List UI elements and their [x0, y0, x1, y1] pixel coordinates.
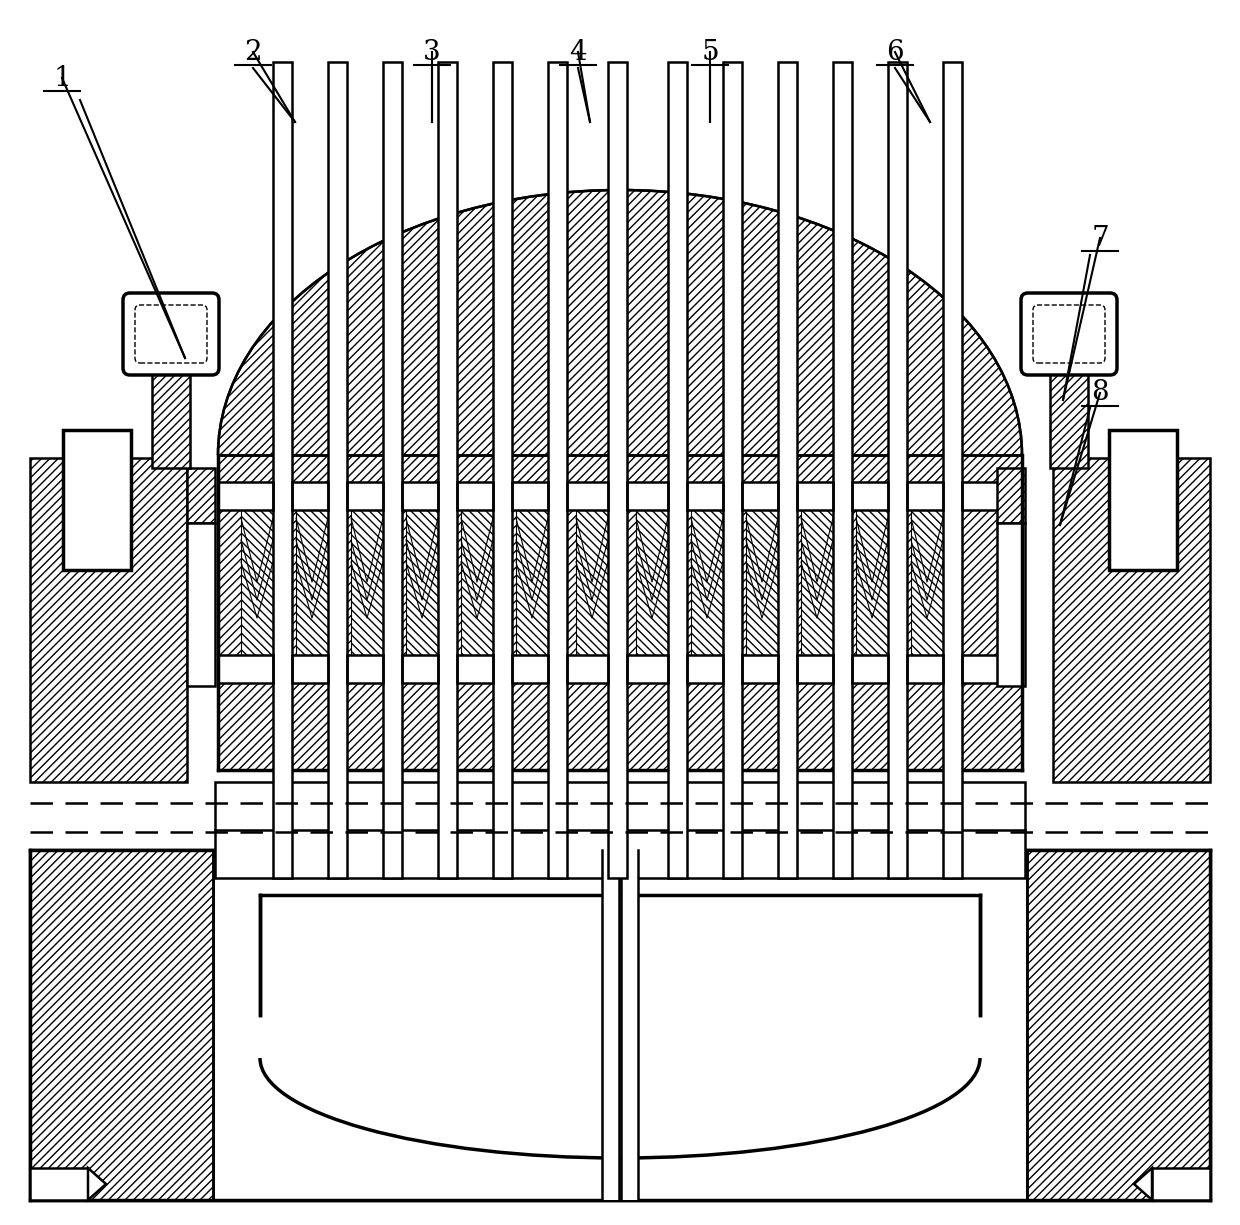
- Polygon shape: [911, 510, 942, 655]
- Text: 6: 6: [887, 38, 904, 65]
- FancyBboxPatch shape: [123, 293, 219, 375]
- Bar: [329, 62, 347, 878]
- Bar: [383, 62, 402, 878]
- Bar: [1050, 368, 1087, 468]
- Polygon shape: [405, 510, 438, 655]
- Bar: [329, 655, 347, 684]
- Bar: [494, 62, 512, 878]
- Bar: [777, 62, 797, 878]
- FancyBboxPatch shape: [135, 305, 207, 363]
- Ellipse shape: [218, 190, 1022, 720]
- Bar: [833, 481, 852, 510]
- Bar: [215, 782, 1025, 878]
- Bar: [494, 655, 512, 684]
- Bar: [1053, 458, 1210, 782]
- Bar: [273, 481, 291, 510]
- Polygon shape: [801, 510, 833, 655]
- Bar: [273, 655, 291, 684]
- Polygon shape: [88, 1167, 105, 1200]
- Bar: [833, 62, 852, 878]
- Bar: [438, 62, 458, 878]
- Bar: [723, 481, 742, 510]
- Text: 1: 1: [53, 65, 71, 92]
- Bar: [1152, 1167, 1210, 1200]
- Bar: [942, 62, 962, 878]
- Bar: [668, 481, 687, 510]
- Bar: [329, 481, 347, 510]
- Polygon shape: [1135, 1167, 1152, 1200]
- Bar: [723, 62, 742, 878]
- Bar: [153, 368, 190, 468]
- Bar: [723, 655, 742, 684]
- Polygon shape: [691, 510, 723, 655]
- Bar: [888, 481, 906, 510]
- Bar: [30, 850, 1210, 1200]
- Bar: [63, 430, 131, 570]
- Polygon shape: [577, 510, 608, 655]
- Text: 3: 3: [423, 38, 440, 65]
- Bar: [30, 1167, 88, 1200]
- Text: 2: 2: [244, 38, 262, 65]
- Bar: [668, 62, 687, 878]
- Bar: [187, 468, 215, 523]
- Bar: [187, 523, 215, 686]
- Bar: [777, 655, 797, 684]
- Text: 5: 5: [701, 38, 719, 65]
- Bar: [215, 454, 1025, 775]
- Bar: [608, 655, 627, 684]
- Polygon shape: [746, 510, 777, 655]
- Bar: [218, 481, 1022, 510]
- FancyBboxPatch shape: [1021, 293, 1117, 375]
- Polygon shape: [516, 510, 548, 655]
- Text: 7: 7: [1091, 224, 1109, 251]
- Polygon shape: [636, 510, 668, 655]
- Bar: [218, 655, 1022, 684]
- Bar: [621, 850, 639, 1200]
- Bar: [216, 190, 1024, 771]
- Bar: [30, 850, 213, 1200]
- Bar: [608, 481, 627, 510]
- Bar: [438, 655, 458, 684]
- Polygon shape: [461, 510, 494, 655]
- Bar: [833, 655, 852, 684]
- Bar: [608, 62, 627, 878]
- Bar: [213, 850, 1027, 1200]
- Polygon shape: [856, 510, 888, 655]
- Bar: [548, 655, 567, 684]
- Bar: [438, 481, 458, 510]
- Polygon shape: [241, 510, 273, 655]
- Bar: [218, 454, 1022, 771]
- FancyBboxPatch shape: [1033, 305, 1105, 363]
- Bar: [1109, 430, 1177, 570]
- Bar: [494, 481, 512, 510]
- Bar: [383, 655, 402, 684]
- Bar: [218, 454, 1022, 771]
- Bar: [548, 62, 567, 878]
- Polygon shape: [296, 510, 329, 655]
- Bar: [997, 523, 1025, 686]
- Text: 8: 8: [1091, 380, 1109, 407]
- Bar: [30, 458, 187, 782]
- Bar: [258, 1055, 982, 1160]
- Bar: [548, 481, 567, 510]
- Polygon shape: [351, 510, 383, 655]
- Bar: [273, 62, 291, 878]
- Bar: [942, 481, 962, 510]
- Bar: [383, 481, 402, 510]
- Bar: [888, 62, 906, 878]
- Bar: [942, 655, 962, 684]
- Bar: [601, 850, 619, 1200]
- Bar: [777, 481, 797, 510]
- Bar: [668, 655, 687, 684]
- Text: 4: 4: [569, 38, 587, 65]
- Bar: [1027, 850, 1210, 1200]
- Bar: [260, 895, 980, 1158]
- Bar: [997, 468, 1025, 523]
- Bar: [888, 655, 906, 684]
